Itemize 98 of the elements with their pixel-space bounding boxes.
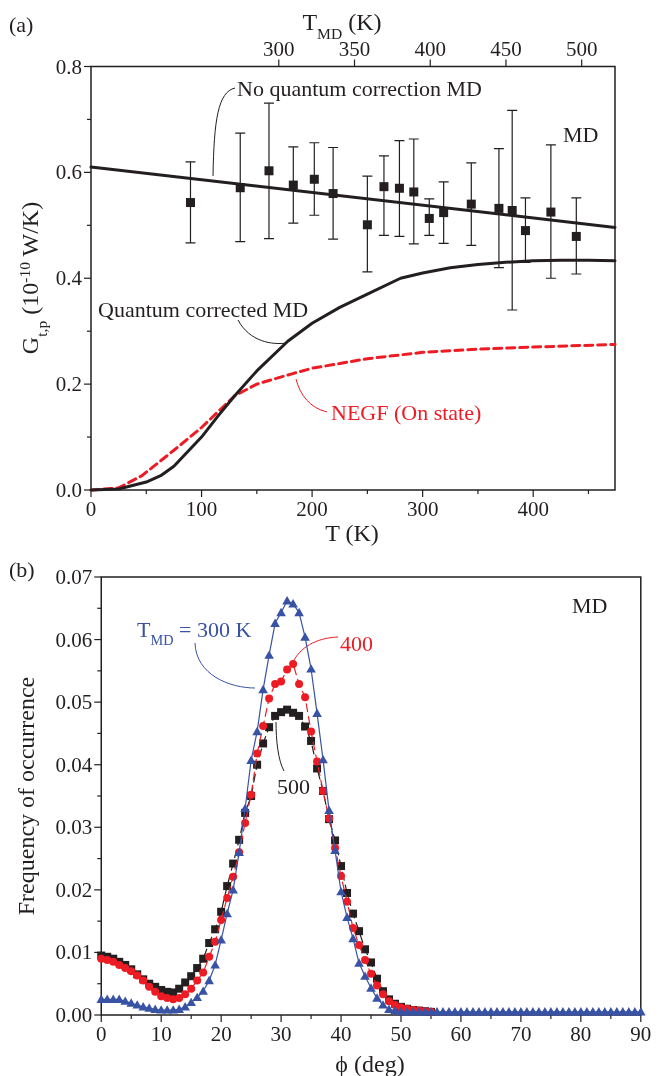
x2-tick-label: 300 <box>263 36 295 61</box>
point <box>307 727 316 736</box>
point <box>235 183 245 193</box>
point <box>187 984 196 993</box>
point <box>307 736 316 745</box>
x-axis-title: T (K) <box>325 520 379 546</box>
x2-tick-label: 500 <box>565 36 598 61</box>
point <box>253 749 262 758</box>
chart-title: (b) <box>9 557 35 582</box>
point <box>295 711 304 720</box>
point <box>175 994 184 1003</box>
point <box>175 984 184 993</box>
point <box>362 220 372 230</box>
point <box>217 915 226 924</box>
x-tick-label: 0 <box>96 1022 107 1046</box>
point <box>205 952 214 961</box>
y-tick-label: 0.01 <box>55 940 93 965</box>
x-tick-label: 80 <box>570 1022 592 1046</box>
x-tick-label: 50 <box>390 1022 412 1046</box>
x-tick-label: 0 <box>85 497 97 521</box>
point <box>187 972 196 981</box>
point <box>185 198 195 208</box>
y-tick-label: 0.6 <box>55 160 82 185</box>
point <box>507 205 517 215</box>
x2-axis-title: T$_{MD}$ (K) <box>302 9 382 42</box>
x-tick-label: 90 <box>630 1022 652 1046</box>
y-tick-label: 0.03 <box>55 815 93 840</box>
point <box>181 990 190 999</box>
point <box>223 882 232 891</box>
point <box>181 978 190 987</box>
point <box>301 722 310 731</box>
x-tick-label: 40 <box>330 1022 352 1046</box>
point <box>361 955 370 964</box>
point <box>295 680 304 688</box>
x2-tick-label: 450 <box>490 36 522 61</box>
x-tick-label: 300 <box>406 497 439 521</box>
point <box>223 893 232 902</box>
legend-label: 400 <box>340 631 373 656</box>
point <box>264 166 274 176</box>
point <box>199 968 208 977</box>
y-tick-label: 0.4 <box>55 266 83 291</box>
point <box>394 183 404 193</box>
text: No quantum correction MD <box>237 76 482 101</box>
x2-tick-label: 400 <box>414 36 446 61</box>
y-tick-label: 0.02 <box>55 877 93 902</box>
point <box>283 665 292 674</box>
y-tick-label: 0.0 <box>55 478 82 502</box>
y-tick-label: 0.04 <box>55 752 93 777</box>
point <box>424 213 434 223</box>
series-label: Quantum corrected MD <box>98 297 309 322</box>
point <box>309 174 319 184</box>
point <box>571 231 581 241</box>
y-tick-label: 0.00 <box>55 1003 93 1027</box>
point <box>193 976 202 985</box>
point <box>259 721 268 730</box>
x-tick-label: 100 <box>185 497 218 521</box>
x-tick-label: 60 <box>450 1022 472 1046</box>
series-label: 500 <box>277 774 310 799</box>
point <box>271 680 280 688</box>
point <box>288 180 298 190</box>
point <box>373 981 382 990</box>
x-tick-label: 10 <box>150 1022 172 1046</box>
point <box>546 207 556 217</box>
point <box>265 694 274 703</box>
point <box>193 964 202 973</box>
point <box>520 226 530 236</box>
point <box>439 208 449 218</box>
y-tick-label: 0.2 <box>55 372 82 397</box>
point <box>466 199 476 209</box>
text: MD <box>563 122 599 147</box>
point <box>494 203 504 213</box>
series-label: NEGF (On state) <box>331 400 482 425</box>
point <box>367 969 376 978</box>
annotation: MD <box>572 593 608 618</box>
point <box>277 677 286 686</box>
x-tick-label: 30 <box>270 1022 292 1046</box>
point <box>259 739 268 748</box>
point <box>211 925 220 934</box>
point <box>409 187 419 197</box>
y-axis-title: Frequency of occurrence <box>13 676 39 916</box>
x-tick-label: 70 <box>510 1022 532 1046</box>
point <box>313 757 322 766</box>
y-tick-label: 0.06 <box>55 627 93 652</box>
point <box>289 659 298 668</box>
point <box>379 182 389 192</box>
point <box>328 189 338 199</box>
point <box>151 987 160 996</box>
point <box>301 693 310 702</box>
point <box>121 964 130 973</box>
y-tick-label: 0.07 <box>55 565 93 589</box>
y-tick-label: 0.8 <box>55 54 82 79</box>
point <box>355 940 364 949</box>
y-tick-label: 0.05 <box>55 690 93 715</box>
series-label: T$_{MD}$ = 300 K <box>137 617 252 648</box>
x-tick-label: 200 <box>296 497 328 521</box>
x-tick-label: 400 <box>517 497 549 521</box>
chart-title: (a) <box>9 12 34 37</box>
x-tick-label: 20 <box>210 1022 232 1046</box>
